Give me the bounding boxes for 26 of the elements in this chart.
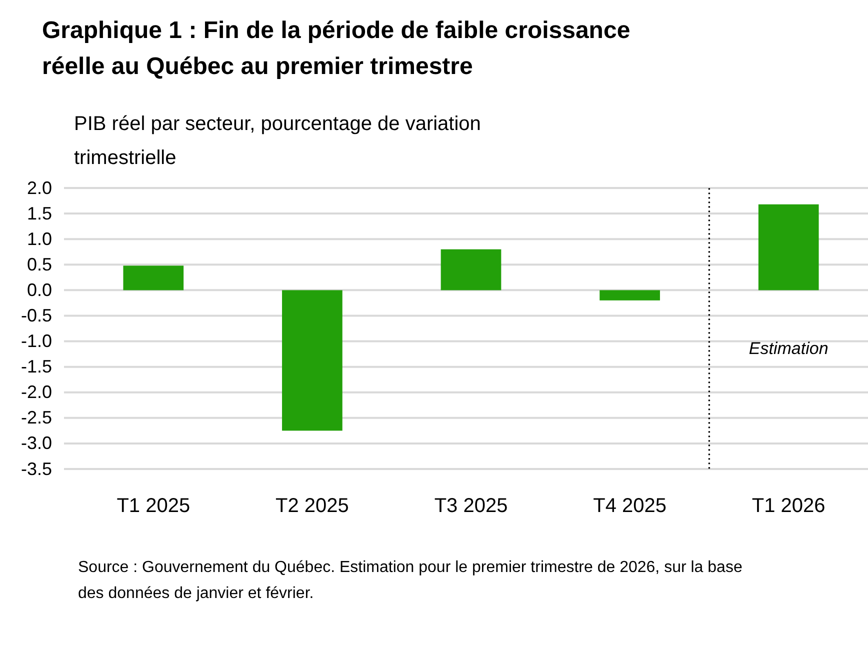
y-tick-label: -2.5 xyxy=(20,408,52,428)
x-tick-label: T4 2025 xyxy=(593,495,666,518)
y-tick-label: 0.5 xyxy=(26,254,52,274)
y-tick-label: -3.0 xyxy=(20,433,52,454)
bar xyxy=(600,290,660,300)
bar xyxy=(758,204,819,290)
source-note: Source : Gouvernement du Québec. Estimation pour le premier trimestre de 2026, sur la base des données de janvier et février. xyxy=(78,559,742,602)
x-tick-label: T3 2025 xyxy=(434,495,508,518)
chart-title: Graphique 1 : Fin de la période de faible croissance réelle au Québec au premier trimestre xyxy=(42,17,630,80)
y-tick-label: -1.5 xyxy=(20,356,52,377)
y-tick-label: 1.5 xyxy=(26,203,52,224)
x-tick-label: T1 2025 xyxy=(116,495,190,518)
bar xyxy=(123,266,184,290)
y-tick-label: 1.0 xyxy=(26,228,52,249)
x-tick-label: T1 2026 xyxy=(752,495,826,518)
y-tick-label: -0.5 xyxy=(20,305,52,326)
x-tick-label: T2 2025 xyxy=(276,495,349,518)
y-tick-label: -1.0 xyxy=(20,331,52,352)
y-axis-title: PIB réel par secteur, pourcentage de variation trimestrielle xyxy=(74,113,481,169)
bar xyxy=(440,249,502,290)
y-tick-label: 2.0 xyxy=(26,178,52,198)
bar xyxy=(282,290,342,431)
y-tick-label: -2.0 xyxy=(20,382,52,402)
annotation: Estimation xyxy=(748,339,828,358)
y-tick-label: 0.0 xyxy=(26,280,52,300)
y-tick-label: -3.5 xyxy=(20,458,52,479)
